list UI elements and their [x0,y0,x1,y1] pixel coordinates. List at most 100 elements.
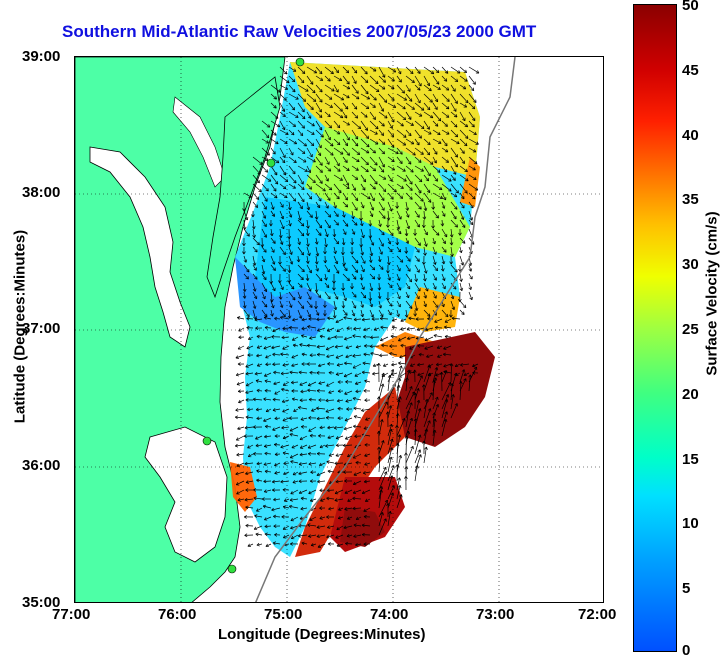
velocity-arrow-head [235,473,239,476]
velocity-arrow [441,370,447,383]
velocity-arrow-head [293,78,296,82]
velocity-arrow-head [459,250,462,254]
velocity-arrow-head [435,251,437,255]
velocity-arrow [351,192,359,201]
velocity-arrow [306,120,315,127]
velocity-arrow [432,396,439,410]
velocity-arrow-head [443,170,448,173]
velocity-arrow [288,291,296,301]
velocity-arrow [326,534,335,538]
velocity-arrow [396,455,402,473]
velocity-arrow-head [346,154,350,156]
velocity-arrow-head [273,514,277,517]
velocity-arrow-head [337,381,341,384]
velocity-arrow-head [461,162,465,164]
velocity-arrow [261,291,266,300]
velocity-arrow-head [273,305,275,309]
velocity-arrow-head [447,87,450,91]
velocity-arrow [405,174,413,185]
velocity-arrow-head [303,115,306,119]
velocity-arrow-head [335,215,339,217]
velocity-arrow [327,470,335,473]
velocity-arrow-head [300,506,304,510]
velocity-arrow-head [404,435,407,439]
velocity-arrow-head [290,223,292,227]
velocity-arrow-head [377,396,380,400]
velocity-arrow [300,390,308,393]
velocity-arrow [306,129,315,135]
velocity-arrow [468,66,480,74]
velocity-arrow-head [352,455,356,459]
velocity-arrow-head [397,242,400,246]
velocity-arrow-head [473,167,476,171]
velocity-arrow [333,210,339,217]
velocity-arrow [459,183,468,194]
velocity-arrow-head [386,224,389,228]
velocity-arrow [308,462,317,465]
velocity-arrow [306,75,314,85]
velocity-arrow [333,138,341,146]
velocity-arrow [387,93,395,101]
velocity-arrow [423,273,426,282]
velocity-arrow-head [364,380,367,384]
velocity-arrow [369,120,379,130]
velocity-arrow [353,407,362,410]
velocity-arrow-head [262,244,265,248]
velocity-arrow [279,264,286,272]
velocity-arrow [432,183,443,190]
velocity-arrow-head [327,437,331,440]
velocity-arrow-head [361,524,365,528]
velocity-arrow [264,380,272,383]
velocity-arrow [306,219,309,229]
velocity-arrow-head [365,498,368,502]
colorbar-tick: 10 [682,515,699,532]
velocity-arrow-head [342,252,345,256]
velocity-arrow-head [320,136,324,138]
y-tick-label: 35:00 [22,594,61,611]
velocity-arrow-head [361,319,365,322]
velocity-arrow-head [254,262,257,266]
velocity-arrow-head [309,435,313,438]
velocity-arrow-head [455,113,458,118]
velocity-arrow-head [255,380,259,383]
velocity-arrow-head [292,480,296,483]
velocity-arrow [270,300,274,309]
velocity-arrow-head [354,436,358,439]
velocity-arrow [337,408,344,410]
velocity-arrow [387,183,397,193]
velocity-arrow-head [252,263,256,266]
velocity-arrow [353,327,362,330]
velocity-arrow-head [451,383,454,387]
velocity-arrow [405,183,413,191]
velocity-arrow-head [281,226,285,230]
velocity-arrow-head [327,317,330,321]
velocity-arrow-head [433,335,437,338]
velocity-arrow [450,147,458,158]
velocity-arrow [369,201,374,211]
velocity-arrow-head [426,446,428,450]
velocity-arrow-head [367,161,369,165]
velocity-arrow [288,192,296,202]
velocity-arrow-head [290,543,293,546]
velocity-arrow [252,291,258,299]
velocity-arrow [342,138,348,146]
velocity-arrow-head [429,101,433,103]
velocity-arrow [272,480,281,483]
velocity-arrow-head [325,206,329,209]
velocity-arrow-head [316,525,320,528]
velocity-arrow [247,543,254,547]
velocity-arrow-head [422,151,424,155]
velocity-arrow-head [438,86,441,90]
velocity-arrow-head [280,205,284,208]
velocity-arrow-head [272,362,276,365]
velocity-arrow-head [281,514,285,518]
velocity-arrow-head [337,408,341,411]
velocity-arrow-head [447,105,450,110]
velocity-arrow [414,147,424,155]
velocity-arrow-head [465,142,468,146]
velocity-arrow-head [269,223,272,227]
velocity-arrow-head [336,164,340,167]
velocity-arrow-head [270,299,273,303]
velocity-arrow [450,120,458,128]
velocity-arrow [414,429,417,446]
